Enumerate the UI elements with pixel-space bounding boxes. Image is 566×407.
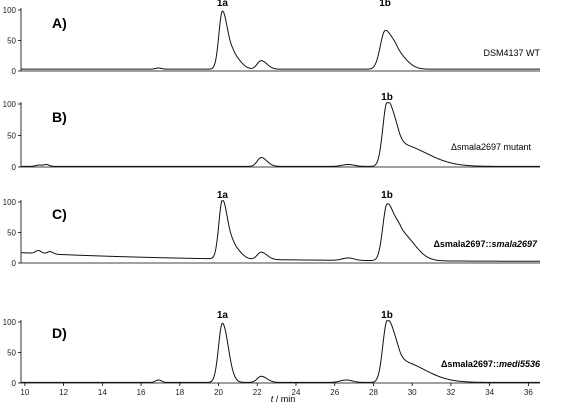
strain-label: Δsmala2697::smala2697	[433, 239, 538, 249]
strain-label: Δsmala2697::medi5536	[441, 359, 541, 369]
y-tick-label: 100	[3, 100, 17, 109]
strain-label-part: Δsmala2697::	[441, 359, 499, 369]
x-tick-label: 30	[408, 388, 417, 397]
x-axis-unit: / min	[273, 394, 295, 404]
y-tick-label: 100	[3, 6, 17, 15]
x-tick-label: 10	[20, 388, 29, 397]
peak-label-1b: 1b	[381, 310, 393, 321]
panel-a: 0 50 100 A) 1a 1b DSM4137 WT	[3, 0, 541, 76]
strain-label: DSM4137 WT	[483, 48, 540, 58]
y-tick-label: 50	[7, 349, 16, 358]
x-axis-variable: t	[271, 394, 274, 404]
y-tick-label: 0	[12, 67, 17, 76]
y-tick-label: 50	[7, 229, 16, 238]
peak-label-1a: 1a	[217, 190, 229, 201]
peak-label-1a: 1a	[217, 0, 229, 9]
panel-letter: B)	[52, 109, 67, 125]
chromatogram-trace	[20, 200, 540, 262]
chromatogram-trace	[21, 10, 540, 70]
y-tick-label: 50	[7, 37, 16, 46]
chromatogram-panels: 0 50 100 A) 1a 1b DSM4137 WT 0 50 100 B) 1b Δsmala26…	[3, 0, 541, 388]
x-tick-label: 22	[253, 388, 262, 397]
strain-label-part: DSM4137 WT	[483, 48, 540, 58]
chromatogram-trace	[21, 320, 540, 383]
chromatogram-trace	[21, 102, 540, 167]
x-axis: 10 12 14 16 18 20 22 24 26 28 30 32 34 36	[20, 383, 533, 397]
y-tick-label: 100	[3, 198, 17, 207]
panel-letter: D)	[52, 325, 67, 341]
x-tick-label: 26	[330, 388, 339, 397]
panel-letter: C)	[52, 206, 67, 222]
y-tick-label: 0	[12, 163, 17, 172]
x-tick-label: 12	[59, 388, 68, 397]
y-tick-label: 0	[12, 259, 17, 268]
peak-label-1b: 1b	[381, 92, 393, 103]
y-tick-label: 50	[7, 132, 16, 141]
x-tick-label: 24	[292, 388, 301, 397]
y-tick-label: 0	[12, 379, 17, 388]
panel-letter: A)	[52, 15, 67, 31]
strain-label-part: Δsmala2697::	[433, 239, 491, 249]
x-tick-label: 36	[524, 388, 533, 397]
x-axis-title: t / min	[271, 394, 296, 404]
x-tick-label: 28	[369, 388, 378, 397]
peak-label-1a: 1a	[217, 310, 229, 321]
x-tick-label: 16	[137, 388, 146, 397]
strain-label-part: medi5536	[499, 359, 541, 369]
x-tick-label: 14	[98, 388, 107, 397]
peak-label-1b: 1b	[379, 0, 391, 9]
strain-label-part: smala2697	[491, 239, 538, 249]
strain-label-part: Δsmala2697 mutant	[451, 142, 532, 152]
x-tick-label: 32	[446, 388, 455, 397]
y-tick-label: 100	[3, 318, 17, 327]
strain-label: Δsmala2697 mutant	[451, 142, 532, 152]
x-tick-label: 20	[214, 388, 223, 397]
x-tick-label: 34	[485, 388, 494, 397]
peak-label-1b: 1b	[381, 190, 393, 201]
x-tick-label: 18	[175, 388, 184, 397]
panel-b: 0 50 100 B) 1b Δsmala2697 mutant	[3, 92, 540, 172]
